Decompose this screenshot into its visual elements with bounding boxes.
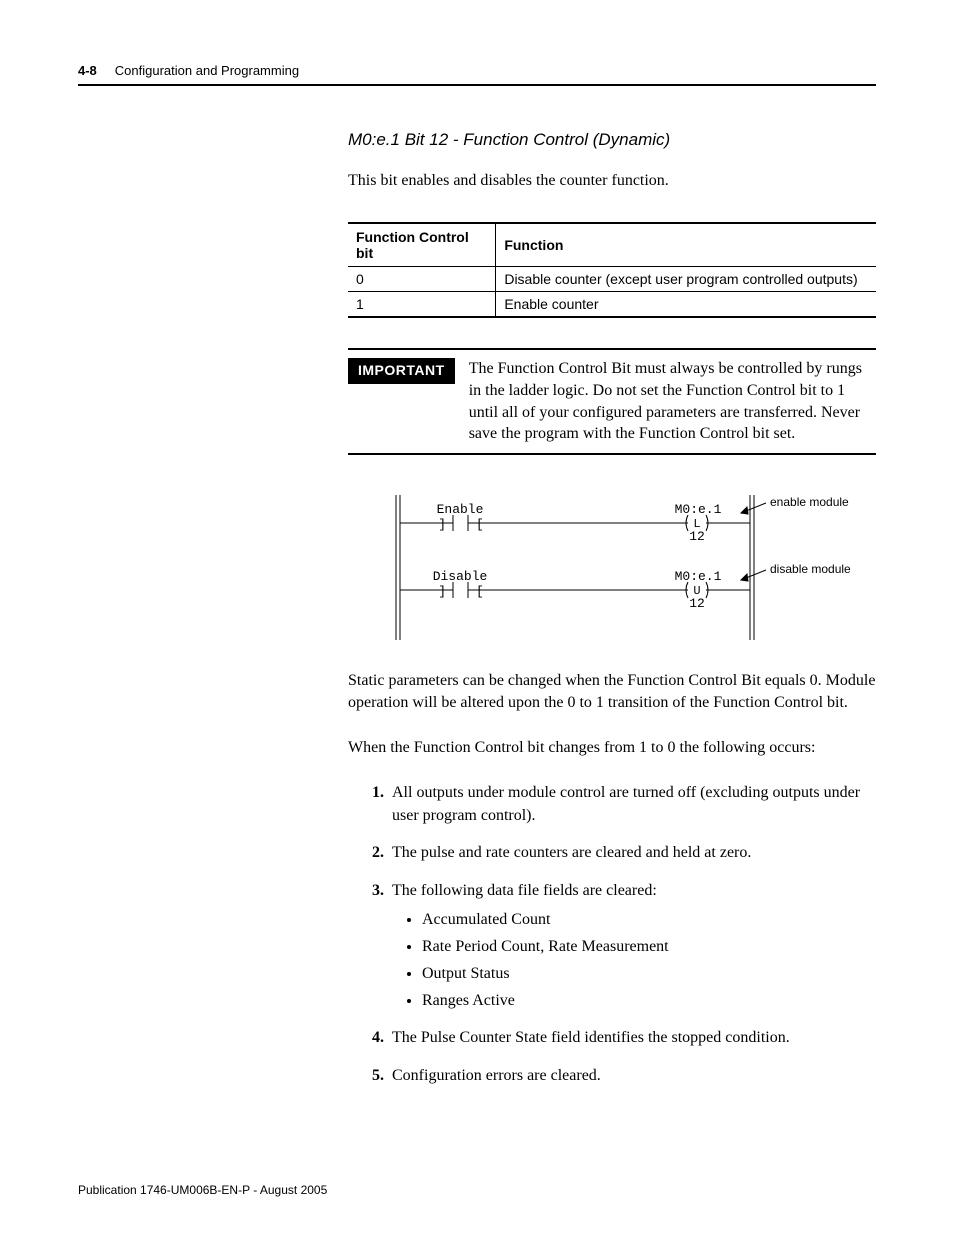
svg-text:]: ]	[438, 584, 446, 599]
sub-list-item: Ranges Active	[422, 989, 876, 1012]
rung1-annot: enable module	[770, 495, 849, 509]
cell-fn: Enable counter	[496, 292, 876, 318]
ladder-svg: Enable ] [ M0:e.1 L 12 enable module Dis…	[388, 495, 858, 640]
page-header: 4-8 Configuration and Programming	[78, 63, 876, 86]
sub-list-item: Rate Period Count, Rate Measurement	[422, 935, 876, 958]
table-header-bit: Function Control bit	[348, 223, 496, 267]
rung2-annot: disable module	[770, 562, 851, 576]
important-label: IMPORTANT	[348, 358, 455, 384]
section-intro: This bit enables and disables the counte…	[348, 170, 876, 192]
ladder-diagram: Enable ] [ M0:e.1 L 12 enable module Dis…	[388, 495, 876, 640]
chapter-title: Configuration and Programming	[115, 63, 299, 78]
numbered-list: All outputs under module control are tur…	[348, 781, 876, 1087]
rung1-left-label: Enable	[437, 502, 484, 517]
sub-list-item: Output Status	[422, 962, 876, 985]
list-item-text: The following data file fields are clear…	[392, 882, 657, 899]
rung1-sub: 12	[689, 529, 705, 544]
list-item: The following data file fields are clear…	[388, 879, 876, 1013]
rung2-sub: 12	[689, 596, 705, 611]
important-text: The Function Control Bit must always be …	[469, 358, 876, 444]
cell-bit: 1	[348, 292, 496, 318]
paragraph-transition: When the Function Control bit changes fr…	[348, 737, 876, 759]
rung2-left-label: Disable	[433, 569, 488, 584]
svg-text:[: [	[476, 517, 484, 532]
section-title: M0:e.1 Bit 12 - Function Control (Dynami…	[348, 130, 876, 150]
function-control-table: Function Control bit Function 0 Disable …	[348, 222, 876, 318]
cell-bit: 0	[348, 267, 496, 292]
page-number: 4-8	[78, 63, 97, 78]
list-item: The Pulse Counter State field identifies…	[388, 1026, 876, 1049]
sub-list: Accumulated Count Rate Period Count, Rat…	[392, 908, 876, 1013]
cell-fn: Disable counter (except user program con…	[496, 267, 876, 292]
list-item: Configuration errors are cleared.	[388, 1064, 876, 1087]
table-row: 0 Disable counter (except user program c…	[348, 267, 876, 292]
list-item: All outputs under module control are tur…	[388, 781, 876, 827]
svg-text:]: ]	[438, 517, 446, 532]
svg-text:[: [	[476, 584, 484, 599]
sub-list-item: Accumulated Count	[422, 908, 876, 931]
table-header-function: Function	[496, 223, 876, 267]
table-row: 1 Enable counter	[348, 292, 876, 318]
publication-footer: Publication 1746-UM006B-EN-P - August 20…	[78, 1183, 327, 1197]
important-callout: IMPORTANT The Function Control Bit must …	[348, 348, 876, 454]
rung1-right-label: M0:e.1	[675, 502, 722, 517]
paragraph-static-params: Static parameters can be changed when th…	[348, 670, 876, 715]
rung2-right-label: M0:e.1	[675, 569, 722, 584]
list-item: The pulse and rate counters are cleared …	[388, 841, 876, 864]
page-content: M0:e.1 Bit 12 - Function Control (Dynami…	[348, 130, 876, 1101]
